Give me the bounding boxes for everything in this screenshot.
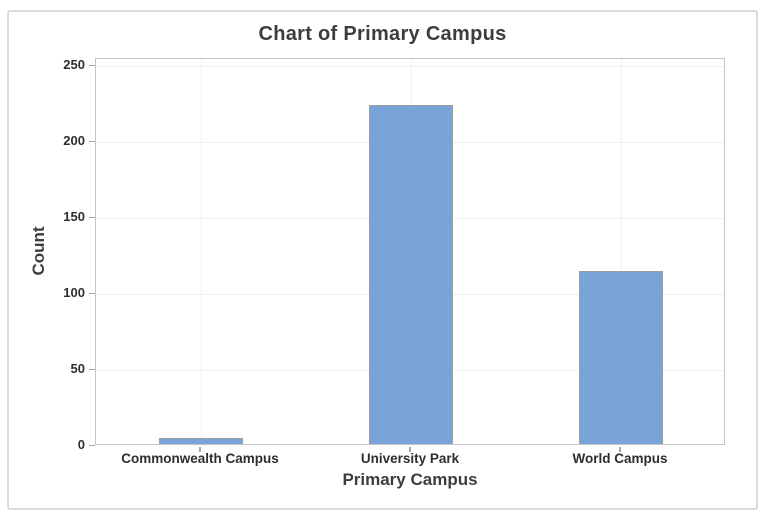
v-gridline — [200, 59, 202, 444]
y-tick — [89, 64, 95, 66]
chart-title: Chart of Primary Campus — [258, 23, 507, 45]
y-axis-title: Count — [29, 226, 48, 276]
x-axis-title: Primary Campus — [342, 470, 478, 489]
h-gridline — [96, 65, 724, 67]
bar-university-park — [369, 105, 453, 444]
y-tick-label: 100 — [63, 285, 85, 300]
y-tick-label: 150 — [63, 209, 85, 224]
y-tick-label: 200 — [63, 133, 85, 148]
y-tick — [89, 216, 95, 218]
x-tick — [409, 446, 411, 452]
x-tick — [619, 446, 621, 452]
y-tick-label: 250 — [63, 57, 85, 72]
y-tick — [89, 140, 95, 142]
y-tick — [89, 444, 95, 446]
v-gridline — [620, 59, 622, 444]
bar-commonwealth-campus — [159, 438, 243, 444]
plot-area — [95, 58, 725, 445]
y-tick-label: 50 — [70, 361, 85, 376]
x-tick-label: World Campus — [572, 451, 668, 466]
x-tick-label: University Park — [360, 451, 460, 466]
x-tick — [199, 446, 201, 452]
bar-world-campus — [579, 271, 663, 444]
y-tick — [89, 292, 95, 294]
y-tick-label: 0 — [77, 437, 85, 452]
x-tick-label: Commonwealth Campus — [121, 451, 279, 466]
figure-frame: Chart of Primary Campus Count Primary Ca… — [7, 10, 758, 510]
bar-chart: Chart of Primary Campus Count Primary Ca… — [9, 12, 756, 508]
y-tick — [89, 368, 95, 370]
